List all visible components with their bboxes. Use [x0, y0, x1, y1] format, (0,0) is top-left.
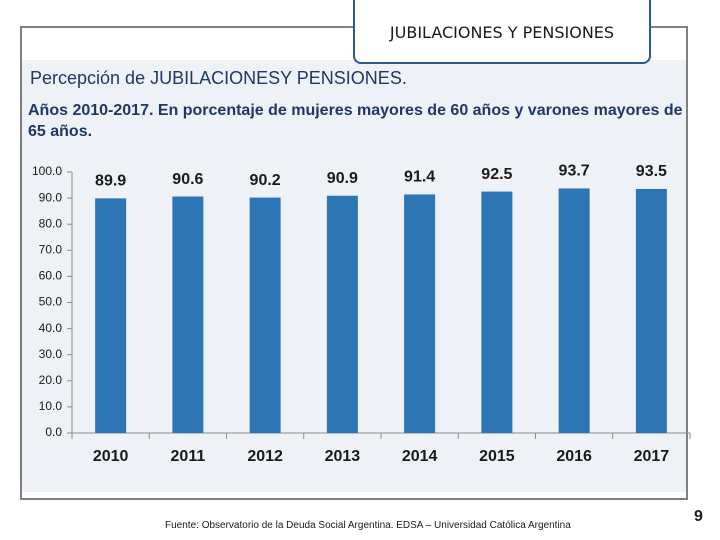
bar — [558, 188, 590, 433]
bar — [635, 188, 667, 433]
y-tick-label: 30.0 — [39, 347, 63, 361]
y-tick-label: 70.0 — [39, 242, 63, 256]
x-tick-label: 2013 — [325, 448, 361, 465]
value-label: 90.6 — [172, 171, 203, 188]
value-label: 89.9 — [95, 173, 126, 190]
page-number: 9 — [694, 508, 703, 525]
x-tick-label: 2014 — [402, 448, 438, 465]
bar — [249, 197, 281, 433]
source-note: Fuente: Observatorio de la Deuda Social … — [165, 520, 571, 531]
value-label: 93.7 — [559, 163, 590, 180]
value-label: 93.5 — [636, 163, 667, 180]
y-tick-label: 50.0 — [39, 295, 63, 309]
bar — [481, 191, 513, 433]
y-tick-label: 20.0 — [39, 373, 63, 387]
bar — [172, 196, 204, 433]
x-tick-label: 2010 — [93, 448, 129, 465]
x-tick-label: 2015 — [479, 448, 515, 465]
value-label: 90.9 — [327, 170, 358, 187]
y-tick-label: 10.0 — [39, 399, 63, 413]
y-tick-label: 90.0 — [39, 190, 63, 204]
value-label: 90.2 — [250, 172, 281, 189]
y-tick-label: 100.0 — [32, 164, 62, 178]
y-tick-label: 40.0 — [39, 321, 63, 335]
x-tick-label: 2016 — [556, 448, 592, 465]
x-tick-label: 2011 — [171, 448, 206, 465]
chart-subtitle: Años 2010-2017. En porcentaje de mujeres… — [28, 102, 683, 140]
y-tick-label: 60.0 — [39, 269, 63, 283]
y-tick-label: 80.0 — [39, 216, 63, 230]
bar — [95, 198, 127, 433]
y-tick-label: 0.0 — [45, 425, 62, 439]
x-tick-label: 2017 — [634, 448, 670, 465]
value-label: 92.5 — [481, 166, 512, 183]
bar — [326, 195, 358, 433]
x-tick-label: 2012 — [247, 448, 283, 465]
chart-title: Percepción de JUBILACIONESY PENSIONES. — [30, 68, 407, 88]
value-label: 91.4 — [404, 169, 435, 186]
header-tab: JUBILACIONES Y PENSIONES — [353, 0, 651, 64]
bar — [404, 194, 436, 433]
